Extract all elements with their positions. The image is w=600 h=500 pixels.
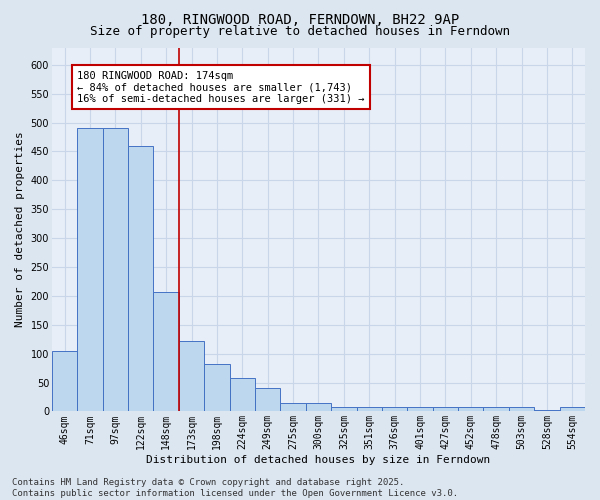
Bar (204, 364, 230, 412)
Bar (356, 407, 382, 412)
Bar (306, 403, 331, 411)
Bar (128, 146, 154, 412)
X-axis label: Distribution of detached houses by size in Ferndown: Distribution of detached houses by size … (146, 455, 491, 465)
Bar (77, 128, 103, 412)
Bar (154, 292, 179, 412)
Bar (230, 378, 255, 412)
Text: 180 RINGWOOD ROAD: 174sqm
← 84% of detached houses are smaller (1,743)
16% of se: 180 RINGWOOD ROAD: 174sqm ← 84% of detac… (77, 70, 365, 104)
Y-axis label: Number of detached properties: Number of detached properties (15, 132, 25, 328)
Text: Size of property relative to detached houses in Ferndown: Size of property relative to detached ho… (90, 25, 510, 38)
Bar (509, 407, 534, 412)
Text: 180, RINGWOOD ROAD, FERNDOWN, BH22 9AP: 180, RINGWOOD ROAD, FERNDOWN, BH22 9AP (141, 12, 459, 26)
Text: Contains HM Land Registry data © Crown copyright and database right 2025.
Contai: Contains HM Land Registry data © Crown c… (12, 478, 458, 498)
Bar (103, 128, 128, 412)
Bar (280, 403, 306, 411)
Bar (534, 410, 560, 412)
Bar (433, 407, 458, 412)
Bar (255, 388, 280, 411)
Bar (331, 407, 356, 412)
Bar (52, 351, 77, 412)
Bar (458, 407, 484, 412)
Bar (560, 407, 585, 412)
Bar (484, 407, 509, 412)
Bar (382, 407, 407, 412)
Bar (179, 341, 204, 411)
Bar (407, 407, 433, 412)
